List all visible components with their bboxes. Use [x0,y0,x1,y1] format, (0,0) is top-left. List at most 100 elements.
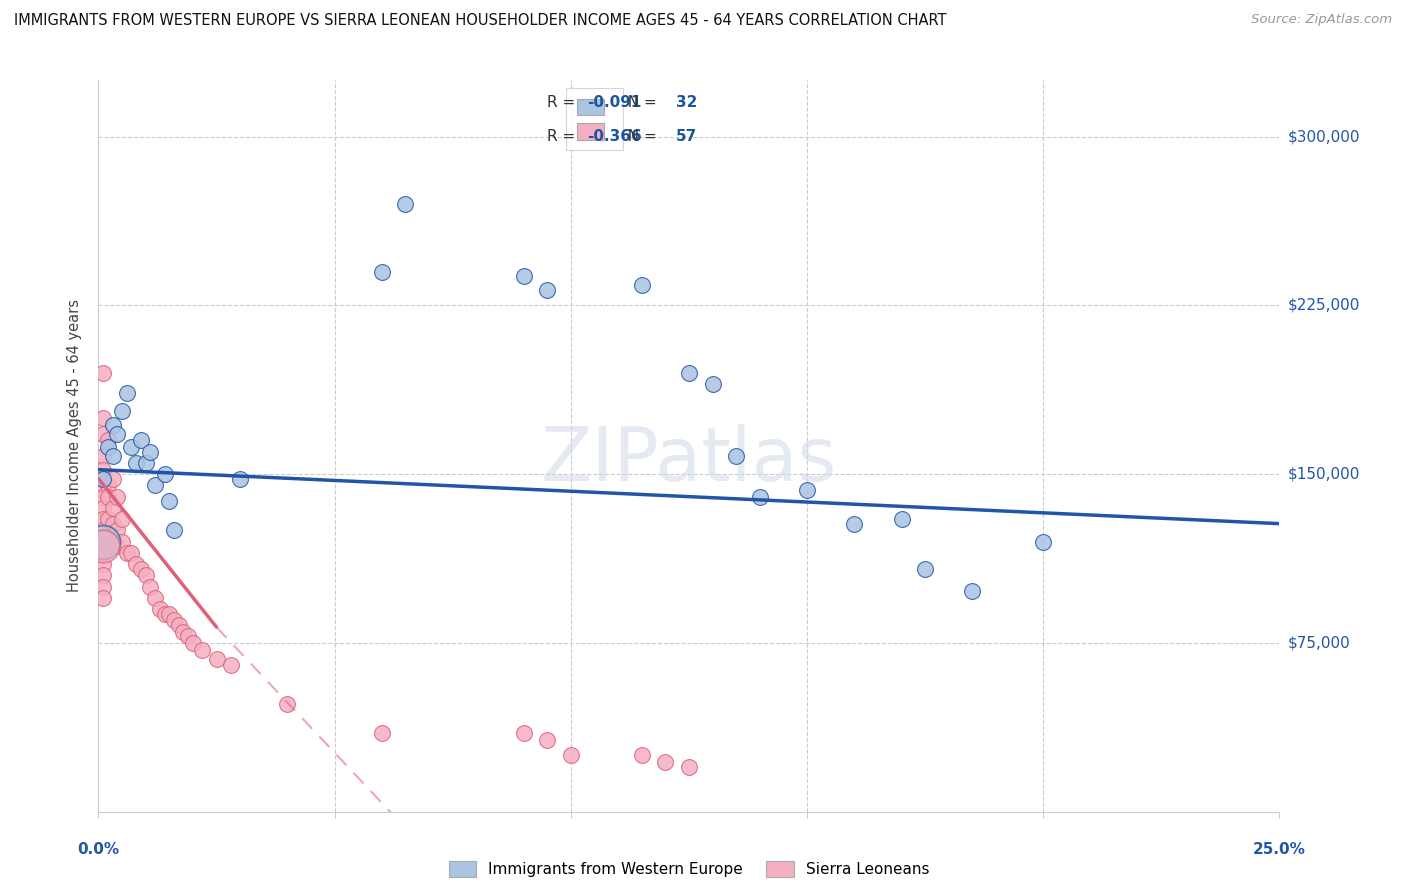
Point [129,562,152,576]
Point [748,490,770,504]
Point [536,283,558,297]
Text: R =: R = [547,129,581,144]
Point [149,602,172,616]
Point [172,624,194,639]
Point [91,534,114,549]
Point [121,546,143,560]
Point [101,500,124,515]
Point [191,642,214,657]
Point [229,472,252,486]
Point [163,524,186,538]
Point [129,434,152,448]
Point [91,449,114,463]
Point [111,404,134,418]
Point [678,760,700,774]
Point [371,726,394,740]
Point [371,264,394,278]
Point [91,490,114,504]
Point [91,472,114,486]
Point [91,472,114,486]
Point [139,580,162,594]
Text: -0.366: -0.366 [588,129,643,144]
Point [536,732,558,747]
Point [143,591,166,605]
Point [97,530,120,544]
Text: $75,000: $75,000 [1288,635,1351,650]
Point [135,456,157,470]
Point [105,539,128,553]
Point [167,618,190,632]
Point [157,494,180,508]
Point [91,557,114,571]
Point [219,658,242,673]
Point [91,483,114,497]
Point [125,557,148,571]
Point [139,444,162,458]
Point [97,434,120,448]
Point [105,524,128,538]
Point [678,366,700,380]
Point [725,449,748,463]
Point [91,539,114,553]
Point [91,524,114,538]
Point [91,462,114,476]
Point [115,546,138,560]
Point [111,512,134,526]
Point [177,629,200,643]
Point [143,478,166,492]
Text: IMMIGRANTS FROM WESTERN EUROPE VS SIERRA LEONEAN HOUSEHOLDER INCOME AGES 45 - 64: IMMIGRANTS FROM WESTERN EUROPE VS SIERRA… [14,13,946,29]
Point [560,748,582,763]
Point [101,417,124,432]
Text: 0.0%: 0.0% [77,842,120,857]
Point [91,366,114,380]
Point [890,512,912,526]
Point [394,197,416,211]
Point [97,490,120,504]
Text: $225,000: $225,000 [1288,298,1360,313]
Text: R =: R = [547,95,581,110]
Point [91,546,114,560]
Point [157,607,180,621]
Text: N =: N = [619,129,662,144]
Point [163,614,186,628]
Y-axis label: Householder Income Ages 45 - 64 years: Householder Income Ages 45 - 64 years [67,300,83,592]
Point [105,490,128,504]
Point [91,580,114,594]
Point [97,539,120,553]
Point [91,512,114,526]
Point [101,516,124,531]
Point [276,697,298,711]
Point [91,500,114,515]
Text: $300,000: $300,000 [1288,129,1360,144]
Point [844,516,866,531]
Point [135,568,157,582]
Point [125,456,148,470]
Text: 32: 32 [676,95,697,110]
Text: -0.091: -0.091 [588,95,641,110]
Point [97,512,120,526]
Point [153,607,176,621]
Point [105,426,128,441]
Point [181,636,204,650]
Point [91,591,114,605]
Point [796,483,818,497]
Point [512,269,534,284]
Legend: Immigrants from Western Europe, Sierra Leoneans: Immigrants from Western Europe, Sierra L… [449,861,929,877]
Point [630,748,652,763]
Point [1032,534,1054,549]
Point [91,426,114,441]
Text: $150,000: $150,000 [1288,467,1360,482]
Point [121,440,143,454]
Text: ZIPatlas: ZIPatlas [541,424,837,497]
Point [654,755,676,769]
Text: Source: ZipAtlas.com: Source: ZipAtlas.com [1251,13,1392,27]
Point [91,568,114,582]
Point [702,377,724,392]
Point [205,651,228,665]
Text: 25.0%: 25.0% [1253,842,1306,857]
Point [630,278,652,293]
Point [962,584,984,599]
Point [101,449,124,463]
Point [97,440,120,454]
Point [91,410,114,425]
